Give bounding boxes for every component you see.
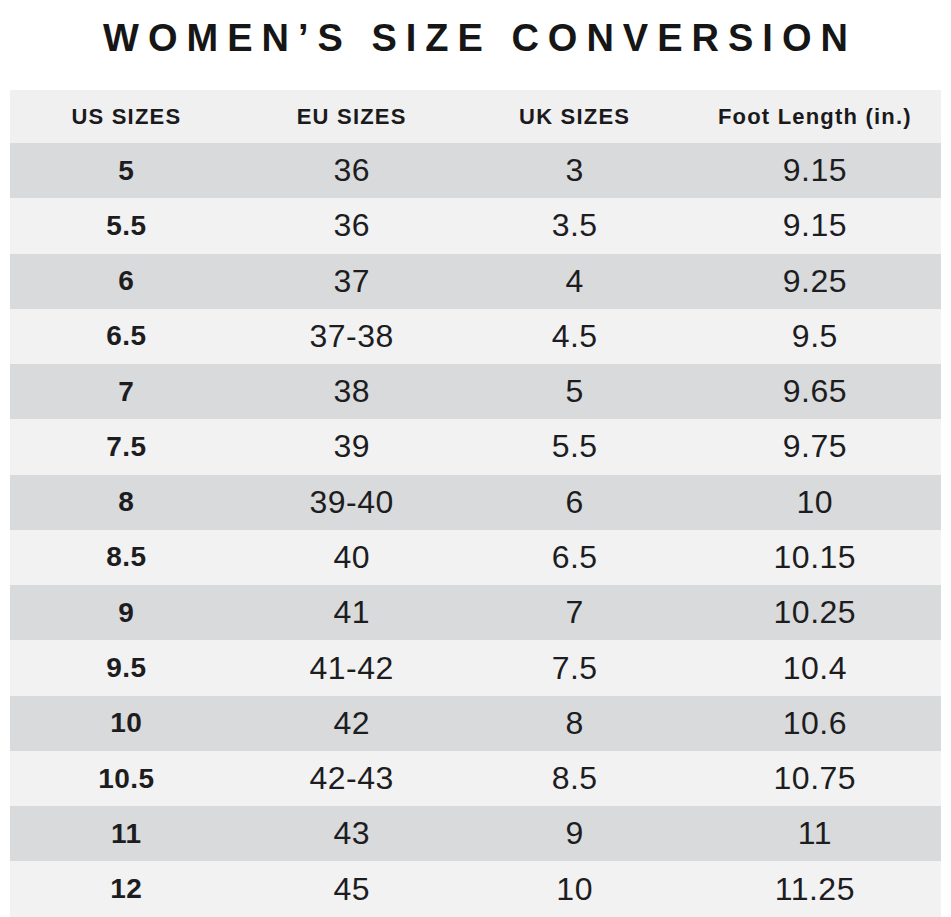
table-header-row: US SIZES EU SIZES UK SIZES Foot Length (… (10, 90, 941, 143)
table-row: 10.542-438.510.75 (10, 751, 941, 806)
table-row: 12451011.25 (10, 861, 941, 916)
table-row: 9.541-427.510.4 (10, 640, 941, 695)
cell-us-size: 12 (10, 873, 243, 905)
cell-uk-size: 3 (461, 152, 689, 189)
cell-us-size: 6.5 (10, 320, 243, 352)
table-row: 7.5395.59.75 (10, 419, 941, 474)
cell-us-size: 8 (10, 486, 243, 518)
cell-eu-size: 37 (243, 263, 461, 300)
cell-uk-size: 8.5 (461, 760, 689, 797)
table-row: 6.537-384.59.5 (10, 309, 941, 364)
cell-eu-size: 41-42 (243, 650, 461, 687)
cell-eu-size: 42-43 (243, 760, 461, 797)
cell-foot-length: 11.25 (689, 871, 941, 908)
cell-uk-size: 9 (461, 815, 689, 852)
cell-us-size: 5 (10, 155, 243, 187)
table-row: 941710.25 (10, 585, 941, 640)
table-row: 839-40610 (10, 475, 941, 530)
cell-uk-size: 7 (461, 594, 689, 631)
table-row: 63749.25 (10, 254, 941, 309)
cell-foot-length: 9.15 (689, 207, 941, 244)
table-row: 5.5363.59.15 (10, 198, 941, 253)
cell-foot-length: 9.65 (689, 373, 941, 410)
cell-uk-size: 8 (461, 705, 689, 742)
column-header-us-sizes: US SIZES (10, 104, 243, 130)
cell-foot-length: 10 (689, 484, 941, 521)
cell-us-size: 6 (10, 265, 243, 297)
page-title: WOMEN’S SIZE CONVERSION (0, 13, 951, 63)
cell-us-size: 7.5 (10, 431, 243, 463)
cell-us-size: 5.5 (10, 210, 243, 242)
cell-uk-size: 7.5 (461, 650, 689, 687)
column-header-uk-sizes: UK SIZES (461, 104, 689, 130)
cell-uk-size: 5.5 (461, 428, 689, 465)
cell-us-size: 9 (10, 597, 243, 629)
cell-eu-size: 41 (243, 594, 461, 631)
cell-foot-length: 9.75 (689, 428, 941, 465)
cell-eu-size: 39-40 (243, 484, 461, 521)
cell-us-size: 8.5 (10, 541, 243, 573)
cell-eu-size: 38 (243, 373, 461, 410)
cell-foot-length: 11 (689, 815, 941, 852)
cell-foot-length: 10.6 (689, 705, 941, 742)
cell-us-size: 10 (10, 707, 243, 739)
table-body: 53639.155.5363.59.1563749.256.537-384.59… (10, 143, 941, 917)
cell-uk-size: 4 (461, 263, 689, 300)
column-header-foot-length: Foot Length (in.) (689, 104, 941, 130)
cell-us-size: 11 (10, 818, 243, 850)
cell-eu-size: 39 (243, 428, 461, 465)
cell-eu-size: 36 (243, 207, 461, 244)
cell-eu-size: 42 (243, 705, 461, 742)
size-conversion-table: US SIZES EU SIZES UK SIZES Foot Length (… (10, 90, 941, 917)
table-row: 73859.65 (10, 364, 941, 419)
cell-us-size: 7 (10, 376, 243, 408)
cell-foot-length: 9.25 (689, 263, 941, 300)
cell-us-size: 10.5 (10, 763, 243, 795)
cell-us-size: 9.5 (10, 652, 243, 684)
cell-foot-length: 10.75 (689, 760, 941, 797)
table-row: 8.5406.510.15 (10, 530, 941, 585)
cell-uk-size: 5 (461, 373, 689, 410)
cell-eu-size: 45 (243, 871, 461, 908)
cell-eu-size: 40 (243, 539, 461, 576)
cell-uk-size: 3.5 (461, 207, 689, 244)
column-header-eu-sizes: EU SIZES (243, 104, 461, 130)
cell-foot-length: 10.25 (689, 594, 941, 631)
cell-uk-size: 4.5 (461, 318, 689, 355)
table-row: 1143911 (10, 806, 941, 861)
cell-uk-size: 6 (461, 484, 689, 521)
cell-foot-length: 10.4 (689, 650, 941, 687)
cell-foot-length: 10.15 (689, 539, 941, 576)
cell-foot-length: 9.15 (689, 152, 941, 189)
cell-uk-size: 6.5 (461, 539, 689, 576)
table-row: 53639.15 (10, 143, 941, 198)
cell-eu-size: 36 (243, 152, 461, 189)
cell-foot-length: 9.5 (689, 318, 941, 355)
cell-eu-size: 43 (243, 815, 461, 852)
cell-eu-size: 37-38 (243, 318, 461, 355)
table-row: 1042810.6 (10, 696, 941, 751)
cell-uk-size: 10 (461, 871, 689, 908)
